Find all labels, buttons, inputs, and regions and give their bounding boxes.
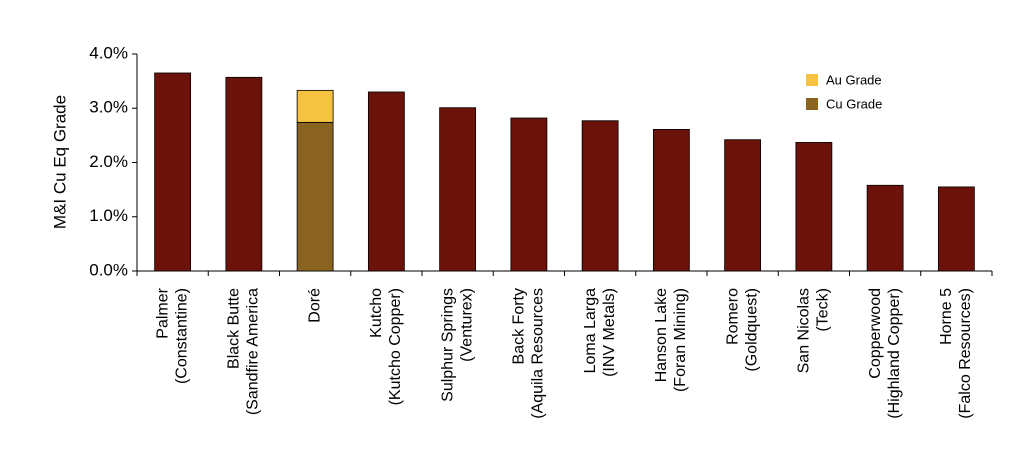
y-tick-label: 1.0% [89, 206, 128, 225]
bar [581, 120, 619, 272]
bar [652, 129, 690, 272]
legend: Au Grade Cu Grade [806, 72, 882, 111]
x-tick-label: San Nicolas (Teck) [796, 288, 832, 373]
x-tick-label-line: Black Butte [226, 288, 243, 369]
x-tick-label: Loma Larga (INV Metals) [582, 288, 618, 377]
x-tick-label: Sulphur Springs (Venturex) [439, 288, 475, 402]
x-tick-label-line: Back Forty [511, 288, 528, 364]
bar [154, 72, 192, 272]
x-tick-label-line: San Nicolas [796, 288, 813, 373]
x-tick-label-line: Kutcho [368, 288, 385, 338]
y-tick-label: 3.0% [89, 98, 128, 117]
bar-segment-au-grade [296, 89, 334, 123]
bar [724, 139, 762, 272]
x-tick-label: Doré [306, 288, 323, 323]
x-tick-label-line: (Kutcho Copper) [387, 288, 404, 405]
bar [795, 142, 833, 272]
x-tick-label-line: Loma Larga [582, 288, 599, 373]
x-tick-label-line: (Teck) [815, 288, 832, 332]
bar-segment-cu-grade [296, 121, 334, 272]
x-tick-label-line: (Highland Copper) [886, 288, 903, 419]
bar [367, 91, 405, 272]
bar [866, 184, 904, 272]
x-tick-label-line: (INV Metals) [601, 288, 618, 377]
x-tick-label-line: (Aquila Resources [530, 288, 547, 419]
bar [510, 117, 548, 272]
x-tick-label-line: Sulphur Springs [439, 288, 456, 402]
x-tick-label-line: (Goldquest) [743, 288, 760, 372]
x-tick-label-line: Palmer [154, 287, 171, 338]
x-tick-label-line: (Sandfire America [245, 288, 262, 415]
x-tick-labels: Palmer (Constantine) Black Butte (Sandfire … [154, 287, 974, 418]
axes: 0.0% 1.0% 2.0% 3.0% 4.0% [89, 43, 993, 279]
y-tick-label: 0.0% [89, 260, 128, 279]
legend-label: Au Grade [826, 72, 882, 87]
legend-label: Cu Grade [826, 96, 882, 111]
legend-swatch [806, 74, 818, 86]
x-tick-label-line: (Foran Mining) [672, 288, 689, 392]
x-tick-label-line: Romero [724, 288, 741, 345]
x-tick-label-line: Doré [306, 288, 323, 323]
x-tick-label: Hanson Lake (Foran Mining) [653, 288, 689, 392]
x-tick-label: Palmer (Constantine) [154, 287, 190, 384]
x-tick-label: Copperwood (Highland Copper) [867, 288, 903, 419]
x-tick-label-line: (Falco Resources) [957, 288, 974, 419]
x-tick-label-line: Copperwood [867, 288, 884, 379]
x-tick-label-line: Hanson Lake [653, 288, 670, 382]
bar [225, 76, 263, 272]
x-tick-label-line: (Venturex) [458, 288, 475, 362]
legend-swatch [806, 98, 818, 110]
x-tick-label: Romero (Goldquest) [724, 288, 760, 372]
y-tick-label: 4.0% [89, 43, 128, 62]
y-tick-label: 2.0% [89, 152, 128, 171]
x-tick-label: Back Forty (Aquila Resources [511, 288, 547, 419]
y-axis-title: M&I Cu Eq Grade [50, 95, 69, 229]
x-tick-label-line: (Constantine) [173, 288, 190, 384]
bars [154, 72, 975, 272]
y-axis-title-group: M&I Cu Eq Grade [50, 95, 69, 229]
x-tick-label: Black Butte (Sandfire America [226, 288, 262, 415]
x-tick-label: Kutcho (Kutcho Copper) [368, 288, 404, 405]
bar [439, 107, 477, 272]
bar [937, 186, 975, 272]
x-tick-label-line: Horne 5 [938, 288, 955, 345]
x-tick-label: Horne 5 (Falco Resources) [938, 288, 974, 419]
